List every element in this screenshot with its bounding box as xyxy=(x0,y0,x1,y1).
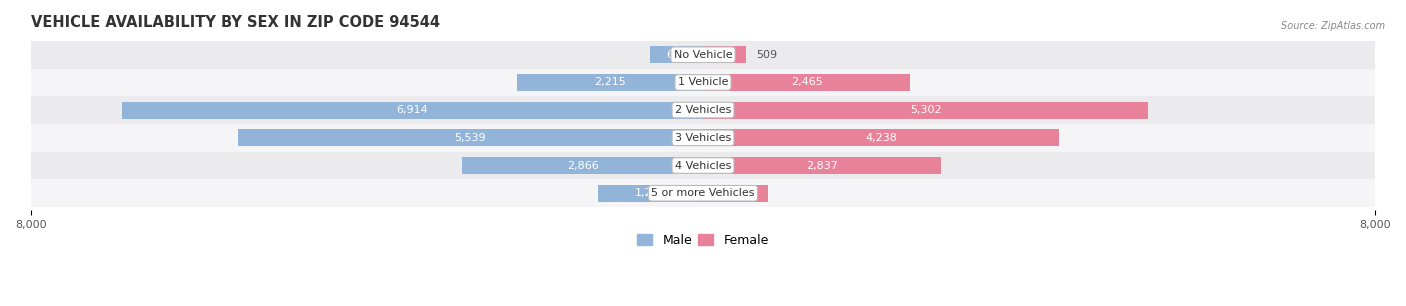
Bar xyxy=(238,129,703,147)
Bar xyxy=(703,157,942,174)
Text: No Vehicle: No Vehicle xyxy=(673,50,733,60)
Text: 2,837: 2,837 xyxy=(806,161,838,170)
Bar xyxy=(517,74,703,91)
Text: 5,539: 5,539 xyxy=(454,133,486,143)
Bar xyxy=(703,185,768,202)
Bar xyxy=(703,102,1149,119)
Text: 6,914: 6,914 xyxy=(396,105,429,115)
Bar xyxy=(31,96,1375,124)
Text: 4,238: 4,238 xyxy=(865,133,897,143)
Text: 625: 625 xyxy=(666,50,688,60)
Bar xyxy=(463,157,703,174)
Bar xyxy=(122,102,703,119)
Text: 3 Vehicles: 3 Vehicles xyxy=(675,133,731,143)
Text: 5,302: 5,302 xyxy=(910,105,942,115)
Text: 2,866: 2,866 xyxy=(567,161,599,170)
Bar xyxy=(31,41,1375,69)
Bar xyxy=(31,152,1375,179)
Text: Source: ZipAtlas.com: Source: ZipAtlas.com xyxy=(1281,21,1385,32)
Bar xyxy=(31,179,1375,207)
Bar xyxy=(703,129,1059,147)
Legend: Male, Female: Male, Female xyxy=(633,229,773,252)
Bar xyxy=(703,74,910,91)
Text: 1 Vehicle: 1 Vehicle xyxy=(678,77,728,88)
Bar xyxy=(599,185,703,202)
Text: 5 or more Vehicles: 5 or more Vehicles xyxy=(651,188,755,198)
Text: VEHICLE AVAILABILITY BY SEX IN ZIP CODE 94544: VEHICLE AVAILABILITY BY SEX IN ZIP CODE … xyxy=(31,15,440,30)
Text: 777: 777 xyxy=(725,188,747,198)
Text: 509: 509 xyxy=(756,50,778,60)
Bar xyxy=(31,69,1375,96)
Bar xyxy=(651,46,703,63)
Text: 2 Vehicles: 2 Vehicles xyxy=(675,105,731,115)
Text: 2,465: 2,465 xyxy=(790,77,823,88)
Bar xyxy=(31,124,1375,152)
Text: 1,245: 1,245 xyxy=(636,188,666,198)
Bar xyxy=(703,46,745,63)
Text: 4 Vehicles: 4 Vehicles xyxy=(675,161,731,170)
Text: 2,215: 2,215 xyxy=(595,77,626,88)
